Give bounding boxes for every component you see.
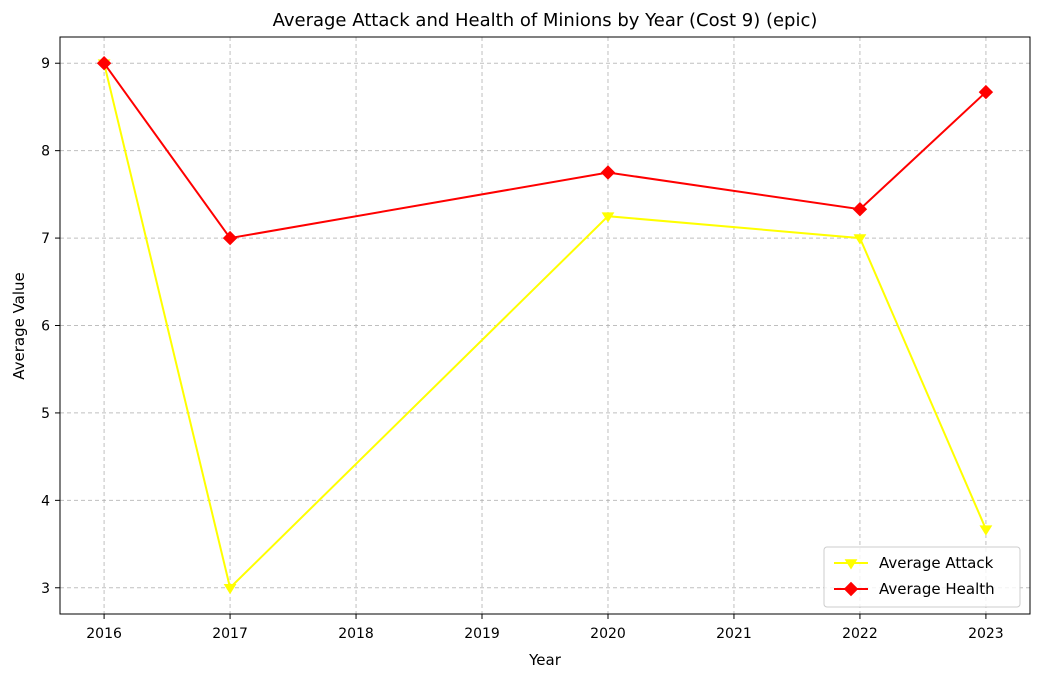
y-tick-label: 5 — [41, 406, 50, 422]
data-point — [979, 525, 993, 536]
y-tick-label: 4 — [41, 493, 50, 509]
data-point — [96, 56, 112, 71]
legend: Average Attack Average Health — [823, 546, 1021, 608]
data-point — [852, 202, 868, 217]
series-average-attack — [97, 59, 993, 595]
y-tick-label: 9 — [41, 56, 50, 72]
data-point — [600, 165, 616, 180]
x-tick-label: 2022 — [842, 626, 878, 642]
x-tick-label: 2023 — [968, 626, 1004, 642]
x-tick-label: 2021 — [716, 626, 752, 642]
legend-box — [823, 546, 1021, 608]
y-axis-label: Average Value — [10, 272, 28, 380]
x-axis-label: Year — [528, 651, 562, 669]
chart-title: Average Attack and Health of Minions by … — [273, 10, 818, 31]
legend-label: Average Health — [879, 580, 995, 598]
legend-marker — [843, 581, 859, 597]
legend-label: Average Attack — [879, 554, 994, 572]
x-tick-label: 2016 — [86, 626, 122, 642]
legend-item: Average Attack — [834, 554, 994, 572]
y-tick-label: 8 — [41, 144, 50, 160]
y-tick-label: 7 — [41, 231, 50, 247]
series-average-health — [96, 56, 994, 246]
x-tick-label: 2019 — [464, 626, 500, 642]
data-point — [601, 212, 615, 223]
x-tick-label: 2017 — [212, 626, 248, 642]
data-point — [978, 84, 994, 100]
grid — [60, 37, 1030, 614]
axis-ticks: 2016 2017 2018 2019 2020 2021 2022 2023 3 4 5 6 7 8 9 — [41, 56, 1004, 642]
y-tick-label: 6 — [41, 319, 50, 335]
x-tick-label: 2020 — [590, 626, 626, 642]
y-tick-label: 3 — [41, 581, 50, 597]
legend-marker — [844, 559, 858, 570]
series-layer — [96, 56, 994, 595]
data-point — [222, 230, 238, 246]
x-tick-label: 2018 — [338, 626, 374, 642]
legend-item: Average Health — [834, 580, 995, 598]
data-point — [223, 583, 237, 595]
data-point — [853, 234, 867, 245]
